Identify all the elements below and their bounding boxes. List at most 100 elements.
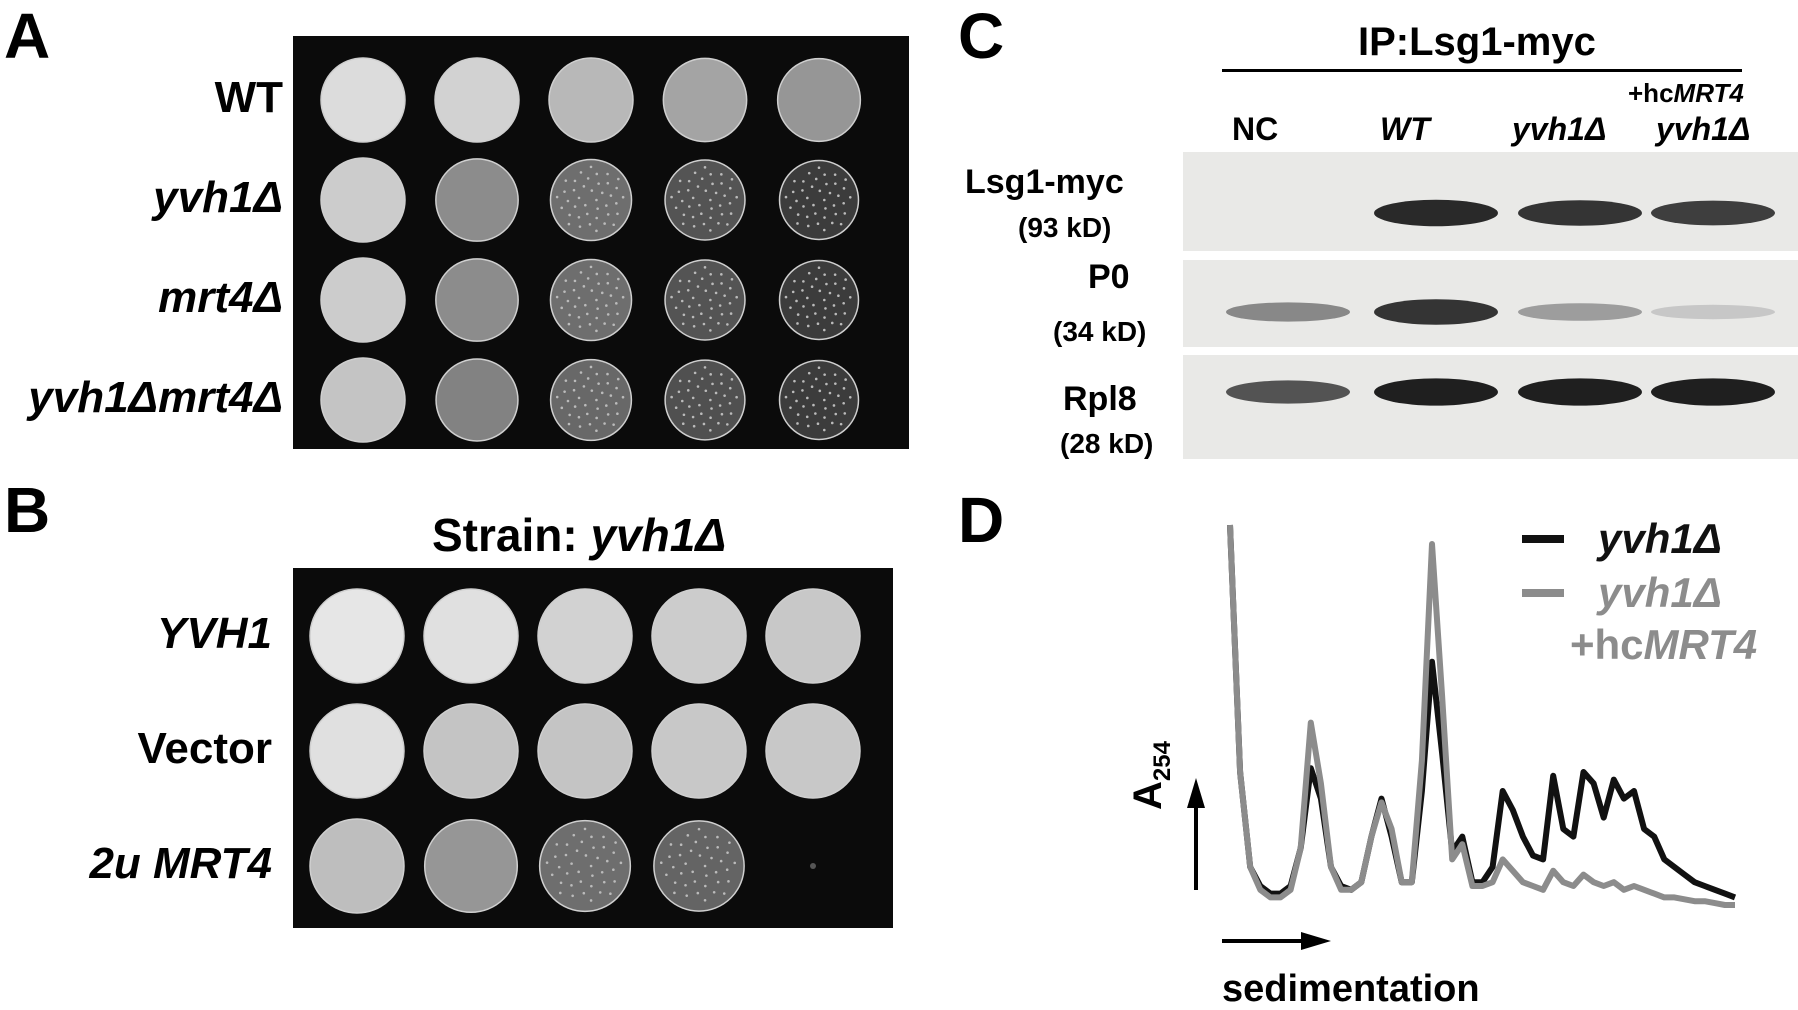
plate-b-colony [679,872,683,875]
plate-a-spot [548,57,634,143]
plate-a-colony [843,412,847,415]
plate-a-colony [678,279,682,283]
plate-b-colony [704,835,707,839]
plate-a-colony [572,388,576,392]
plate-a-colony [822,428,826,432]
plate-a-colony [735,395,738,399]
plate-a-colony [832,204,836,207]
plate-a-colony [616,312,619,316]
plate-a-colony [566,399,570,403]
plate-b-colony [559,881,563,885]
blot-band [1226,302,1350,322]
plate-a-colony [728,401,732,405]
plate-b-spots [309,588,861,914]
plate-a-colony [670,295,673,299]
plate-a-colony [730,378,734,381]
plate-a-colony [805,315,809,319]
plate-a-colony [842,401,845,405]
plate-a-colony [595,398,598,402]
plate-a-colony [848,195,852,199]
plate-a-colony [718,404,722,407]
y-axis-arrowhead [1187,778,1205,808]
plate-a-colony [814,412,817,415]
legend-hc-prefix: +hc [1570,621,1644,668]
plate-a-colony [789,306,792,309]
plate-a-colony [802,405,805,408]
plate-a-colony [609,294,613,297]
plate-a-colony [728,301,732,305]
plate-a-colony [823,316,826,319]
legend-label-gray-line2: +hcMRT4 [1570,624,1757,666]
blot-band [1226,380,1350,404]
plate-a-colony [717,321,720,325]
plate-a-colony [600,291,604,295]
plate-b-colony [673,891,676,895]
plate-a-colony [579,171,583,174]
plate-a-colony [806,424,810,428]
plate-a-colony [589,265,593,269]
plate-a-colony [822,328,826,332]
plate-a-colony [817,266,821,270]
plate-b-colony [691,870,694,874]
plate-b-colony [583,827,587,831]
plate-a-colony [791,290,795,294]
plate-a-spot [549,158,633,242]
plate-b-colony [565,872,569,875]
legend-hc-gene: MRT4 [1643,621,1758,668]
plate-a-colony [795,299,798,303]
plate-a-colony [719,373,723,376]
plate-a-colony [806,196,809,200]
plate-b-colony [716,846,719,849]
plate-a-colony [595,229,598,233]
plate-a-colony [824,307,827,310]
plate-b-colony [590,884,593,888]
plate-a-colony [573,205,577,208]
plate-a-colony [597,182,600,185]
lane-label-hc-prefix: +hc [1628,78,1674,108]
plate-a-colony [702,322,706,326]
plate-b-colony [558,891,562,895]
lane-label-wt: WT [1380,111,1430,147]
plate-a-colony [812,303,815,307]
plate-a-colony [595,372,599,376]
blot-band [1374,199,1498,227]
plate-a-colony [590,189,594,192]
plate-b-colony [689,849,693,853]
plate-b-colony [602,880,606,884]
plate-a-colony [837,294,840,298]
plate-a-colony [784,295,788,299]
plate-a-colony [568,413,571,417]
plate-a-colony [603,422,606,425]
plate-b-colony [686,834,690,837]
plate-a-colony [834,312,838,316]
plate-a-colony [606,313,610,316]
plate-a-colony [844,178,847,181]
plate-b-colony [584,854,588,857]
y-axis-label: A254 [1126,741,1176,810]
plate-b-colony [591,874,594,877]
plate-b-colony [614,841,617,844]
plate-a-colony [606,413,610,416]
plate-a-colony [714,191,718,195]
plate-a-colony [704,289,708,293]
plate-a-colony [621,295,625,299]
plate-a-colony [590,289,594,292]
plate-a-colony [709,416,712,420]
plate-a-colony [700,377,704,381]
plate-b-colony [602,845,606,849]
plate-a-colony [578,325,582,328]
plate-b-colony [612,851,616,854]
plate-b-spot [309,818,405,914]
plate-a-colony [795,199,798,203]
plate-a-colony [595,316,598,320]
plate-a-colony [674,206,678,210]
plate-a-colony [680,299,684,303]
blot-kd-lsg1: (93 kD) [1018,212,1112,243]
plate-a-colony [834,412,838,416]
plate-a-colony [577,215,581,219]
plate-a-spot [435,158,519,242]
legend-swatch-black [1522,535,1564,543]
plate-b-colony [719,859,723,863]
plate-a-colony [568,313,571,317]
plate-a-colony [726,323,729,326]
